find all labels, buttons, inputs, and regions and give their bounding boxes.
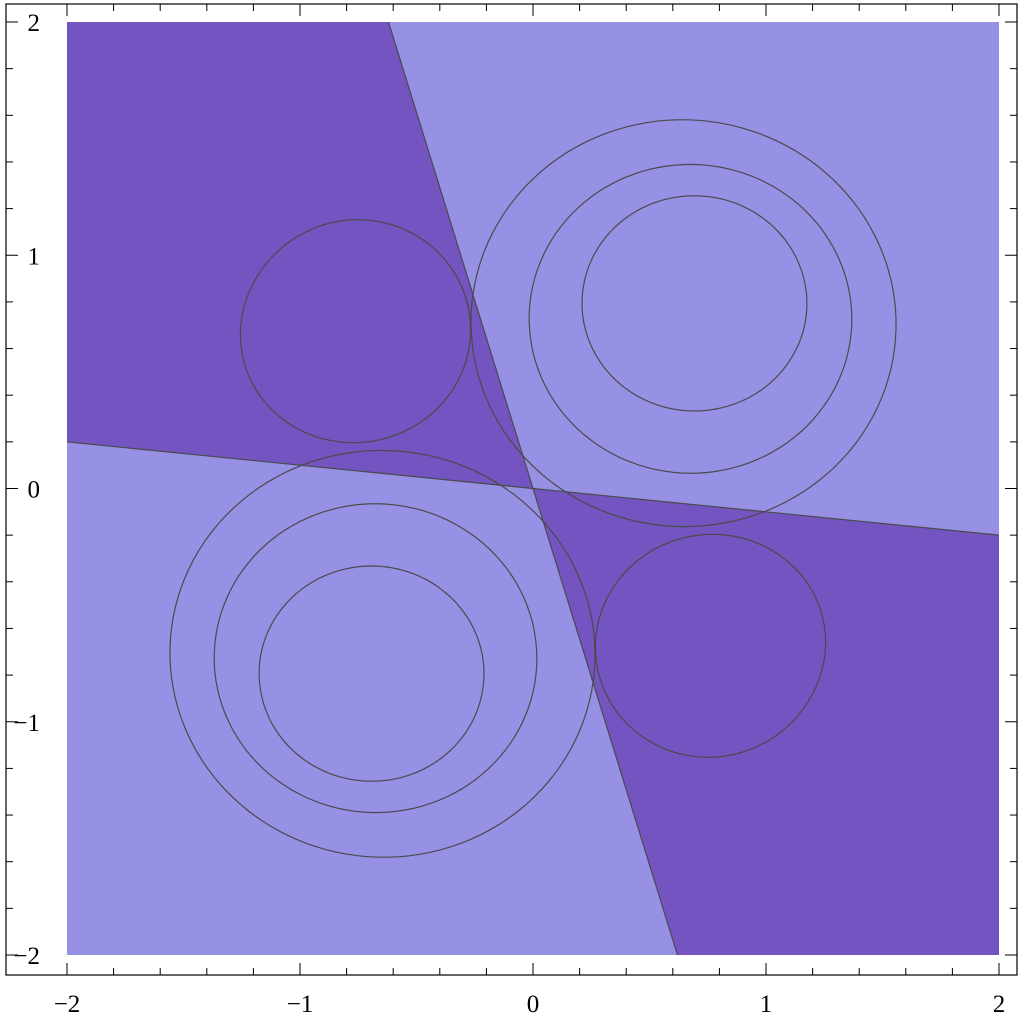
contour-middle	[528, 163, 853, 474]
positive-lobe-upper-right	[470, 119, 897, 528]
contour-inner	[258, 565, 485, 782]
axis-ticks	[6, 4, 1017, 975]
negative-lobe-lower-right	[594, 533, 827, 758]
x-tick-label: −1	[287, 991, 314, 1018]
x-tick-label: 2	[993, 991, 1006, 1018]
background-regions	[67, 22, 999, 955]
contour-inner	[239, 219, 472, 444]
zero-contour-line-2	[67, 441, 999, 536]
region-upper-right	[388, 22, 999, 536]
positive-lobe-lower-left	[169, 449, 596, 858]
contour-middle	[213, 503, 538, 814]
contour-inner	[594, 533, 827, 758]
y-tick-label: −2	[13, 943, 40, 970]
x-tick-label: 1	[760, 991, 773, 1018]
plot-frame	[5, 3, 1018, 976]
y-tick-label: 0	[28, 477, 41, 504]
contour-regions	[67, 22, 999, 955]
contour-outer	[470, 119, 897, 528]
axis-tick-labels: −2 −1 0 1 2 −2 −1 0 1 2	[13, 10, 1005, 1018]
contour-inner	[581, 195, 808, 412]
contour-outer	[169, 449, 596, 858]
region-upper-left	[67, 22, 533, 489]
x-tick-label: −2	[54, 991, 81, 1018]
region-lower-right	[533, 488, 999, 955]
y-tick-label: 1	[28, 243, 41, 270]
y-tick-label: −1	[13, 710, 40, 737]
negative-lobe-upper-left	[239, 219, 472, 444]
y-tick-label: 2	[28, 10, 41, 37]
region-lower-left	[67, 441, 678, 955]
x-tick-label: 0	[527, 991, 540, 1018]
